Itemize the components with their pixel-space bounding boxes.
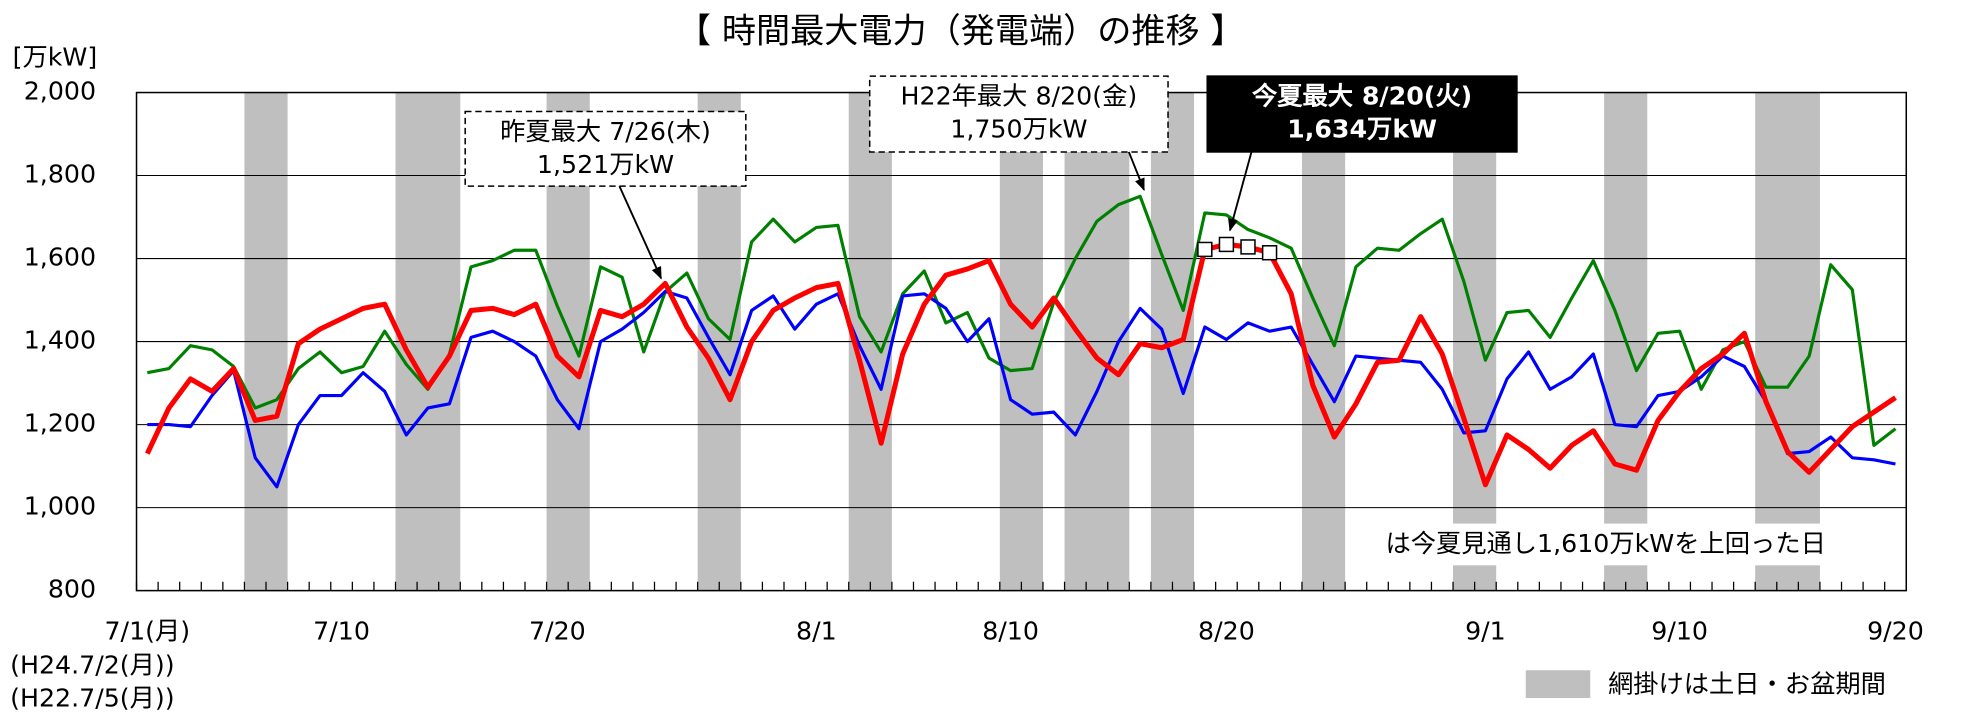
x-tick-label: 8/1 bbox=[796, 616, 837, 645]
note-background bbox=[1377, 523, 1823, 566]
y-tick-label: 800 bbox=[48, 575, 96, 604]
highlight-marker bbox=[1261, 245, 1278, 261]
x-tick-label: 7/10 bbox=[313, 616, 370, 645]
highlight-note: は今夏見通し1,610万kWを上回った日 bbox=[1385, 529, 1825, 558]
y-tick-label: 1,200 bbox=[24, 409, 96, 438]
legend-label: 網掛けは土日・お盆期間 bbox=[1608, 669, 1886, 698]
highlight-marker bbox=[1218, 236, 1235, 253]
annotation-arrow bbox=[1127, 151, 1145, 192]
x-tick-label: 8/10 bbox=[982, 616, 1039, 645]
annotation-box bbox=[868, 75, 1169, 153]
annotation-box bbox=[1206, 75, 1518, 153]
series-line bbox=[147, 289, 1896, 489]
x-sublabel: (H24.7/2(月)) bbox=[10, 650, 175, 679]
annotation-arrow bbox=[1228, 151, 1253, 232]
annotation-text: 昨夏最大 7/26(木) bbox=[500, 117, 711, 146]
x-tick-label: 9/20 bbox=[1867, 616, 1924, 645]
highlight-marker bbox=[1240, 239, 1256, 255]
annotation-text: 今夏最大 8/20(火) bbox=[1252, 82, 1472, 111]
y-axis-label: [万kW] bbox=[13, 42, 98, 71]
annotation-text: H22年最大 8/20(金) bbox=[901, 82, 1138, 111]
x-tick-label: 9/10 bbox=[1651, 616, 1708, 645]
y-tick-label: 2,000 bbox=[24, 77, 96, 106]
x-tick-label: 7/20 bbox=[529, 616, 586, 645]
chart-title: 【 時間最大電力（発電端）の推移 】 bbox=[677, 12, 1245, 52]
y-tick-label: 1,800 bbox=[24, 160, 96, 189]
highlight-marker bbox=[1197, 241, 1213, 258]
x-tick-label: 7/1(月) bbox=[104, 616, 190, 645]
x-sublabel: (H22.7/5(月)) bbox=[10, 683, 175, 712]
annotation-box bbox=[464, 110, 747, 187]
annotation-text: 1,634万kW bbox=[1287, 114, 1437, 143]
annotation-arrow bbox=[618, 185, 662, 280]
x-tick-label: 9/1 bbox=[1465, 616, 1506, 645]
annotation-text: 1,521万kW bbox=[537, 150, 674, 179]
legend-swatch bbox=[1525, 670, 1591, 699]
y-tick-label: 1,600 bbox=[24, 243, 96, 272]
y-tick-label: 1,000 bbox=[24, 492, 96, 521]
y-tick-label: 1,400 bbox=[24, 326, 96, 355]
series-line bbox=[145, 241, 1897, 488]
x-tick-label: 8/20 bbox=[1198, 616, 1255, 645]
annotation-text: 1,750万kW bbox=[950, 114, 1087, 143]
